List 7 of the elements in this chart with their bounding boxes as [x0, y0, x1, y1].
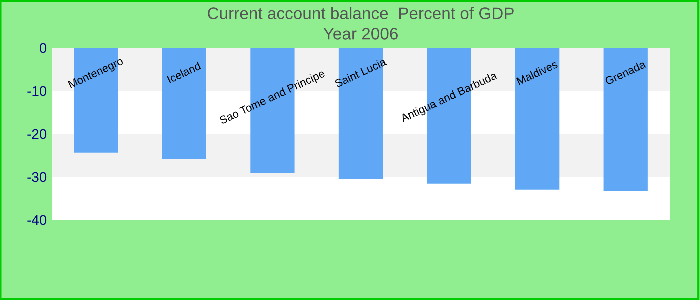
y-tick-label: 0 [40, 43, 47, 54]
y-tick-label: -40 [28, 215, 47, 226]
y-tick-label: -10 [28, 86, 47, 96]
chart-title: Current account balance Percent of GDP Year 2006 [208, 7, 514, 40]
y-tick-label: -20 [28, 129, 47, 140]
x-tick-label: Saint Lucia [334, 57, 388, 88]
y-tick-label: -30 [28, 172, 47, 182]
